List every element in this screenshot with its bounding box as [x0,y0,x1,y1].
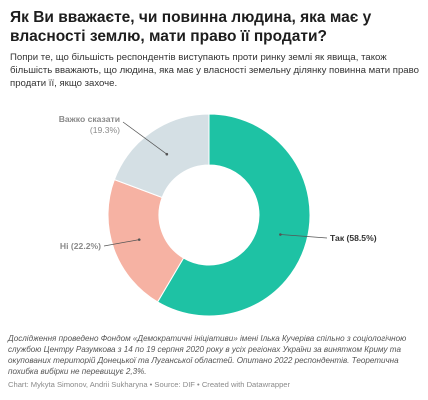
slice-hard-to-say [113,113,210,199]
leader-yes-dot [279,233,282,236]
leader-hard-to-say-dot [165,152,169,156]
label-hard-to-say: Важко сказати [59,114,120,124]
donut-chart: Так (58.5%) Ні (22.2%) Важко сказати (19… [0,98,428,326]
leader-yes [280,234,328,239]
donut-chart-svg: Так (58.5%) Ні (22.2%) Важко сказати (19… [59,113,377,317]
chart-credit: Chart: Mykyta Simonov, Andrii Sukharyna … [8,380,291,389]
chart-title: Як Ви вважаєте, чи повинна людина, яка м… [10,9,372,45]
label-yes: Так (58.5%) [330,233,377,243]
slice-no [107,178,185,303]
label-no: Ні (22.2%) [60,241,101,251]
methodology-note: Дослідження проведено Фондом «Демократич… [8,334,407,376]
leader-no-dot [137,238,141,241]
chart-subtitle: Попри те, що більшість респондентів вист… [10,52,419,89]
leader-hard-to-say [122,121,168,155]
label-hard-to-say-value: (19.3%) [90,125,120,135]
slice-yes [156,113,311,317]
leader-no [103,239,140,247]
